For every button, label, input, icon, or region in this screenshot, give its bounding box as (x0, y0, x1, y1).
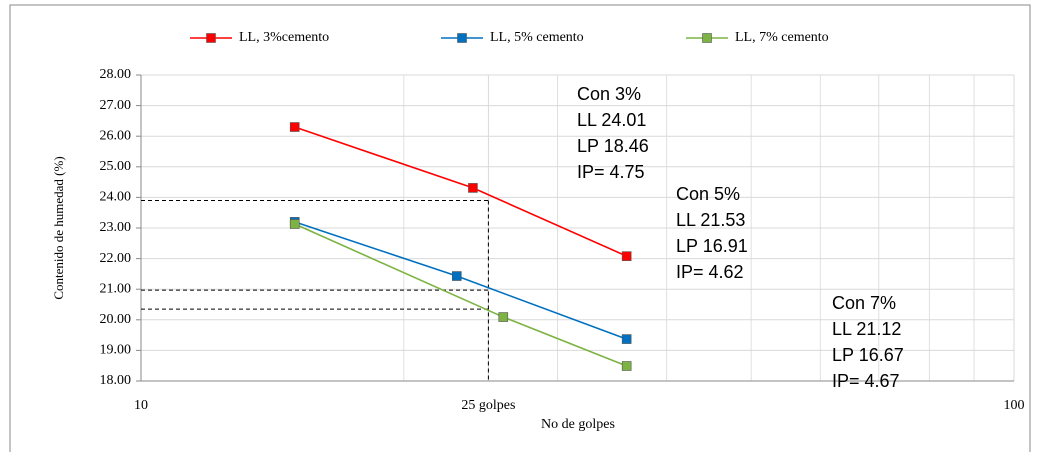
marker (498, 312, 509, 322)
y-tick-label: 19.00 (100, 343, 132, 358)
annotation: LL 21.12 (832, 319, 901, 339)
annotation: IP= 4.62 (676, 262, 744, 282)
y-tick-label: 28.00 (100, 67, 132, 82)
annotation: Con 3% (577, 84, 641, 104)
annotation: IP= 4.75 (577, 162, 645, 182)
legend-label: LL, 7% cemento (735, 30, 829, 45)
annotation: LL 24.01 (577, 110, 646, 130)
y-tick-label: 27.00 (100, 98, 132, 113)
legend-label: LL, 3%cemento (239, 30, 329, 45)
marker (621, 251, 632, 261)
chart-border (9, 4, 1031, 452)
y-tick-label: 26.00 (100, 128, 132, 143)
y-tick-label: 18.00 (100, 373, 132, 388)
marker (702, 33, 712, 43)
annotation: LP 16.67 (832, 345, 904, 365)
y-tick-label: 24.00 (100, 190, 132, 205)
marker (621, 361, 632, 371)
marker (468, 183, 478, 193)
marker (621, 334, 632, 344)
y-tick-label: 25.00 (100, 159, 132, 174)
annotation: Con 7% (832, 293, 896, 313)
marker (451, 271, 462, 281)
y-tick-label: 23.00 (100, 220, 132, 235)
annotation: Con 5% (676, 184, 740, 204)
annotation: LP 18.46 (577, 136, 649, 156)
series-line (294, 223, 627, 367)
legend-label: LL, 5% cemento (490, 30, 584, 45)
y-axis-label: Contenido de humedad (%) (51, 156, 66, 299)
marker (457, 33, 467, 43)
x-tick-label: 10 (134, 398, 148, 413)
annotation: IP= 4.67 (832, 371, 900, 391)
y-tick-label: 20.00 (100, 312, 132, 327)
y-tick-label: 21.00 (100, 281, 132, 296)
annotation: LL 21.53 (676, 210, 745, 230)
x-axis-label: No de golpes (541, 417, 615, 432)
marker (289, 122, 300, 132)
x-tick-label: 100 (1004, 398, 1025, 413)
x-tick-label: 25 golpes (461, 398, 515, 413)
annotation: LP 16.91 (676, 236, 748, 256)
marker (289, 219, 300, 229)
y-tick-label: 22.00 (100, 251, 132, 266)
marker (206, 33, 216, 43)
